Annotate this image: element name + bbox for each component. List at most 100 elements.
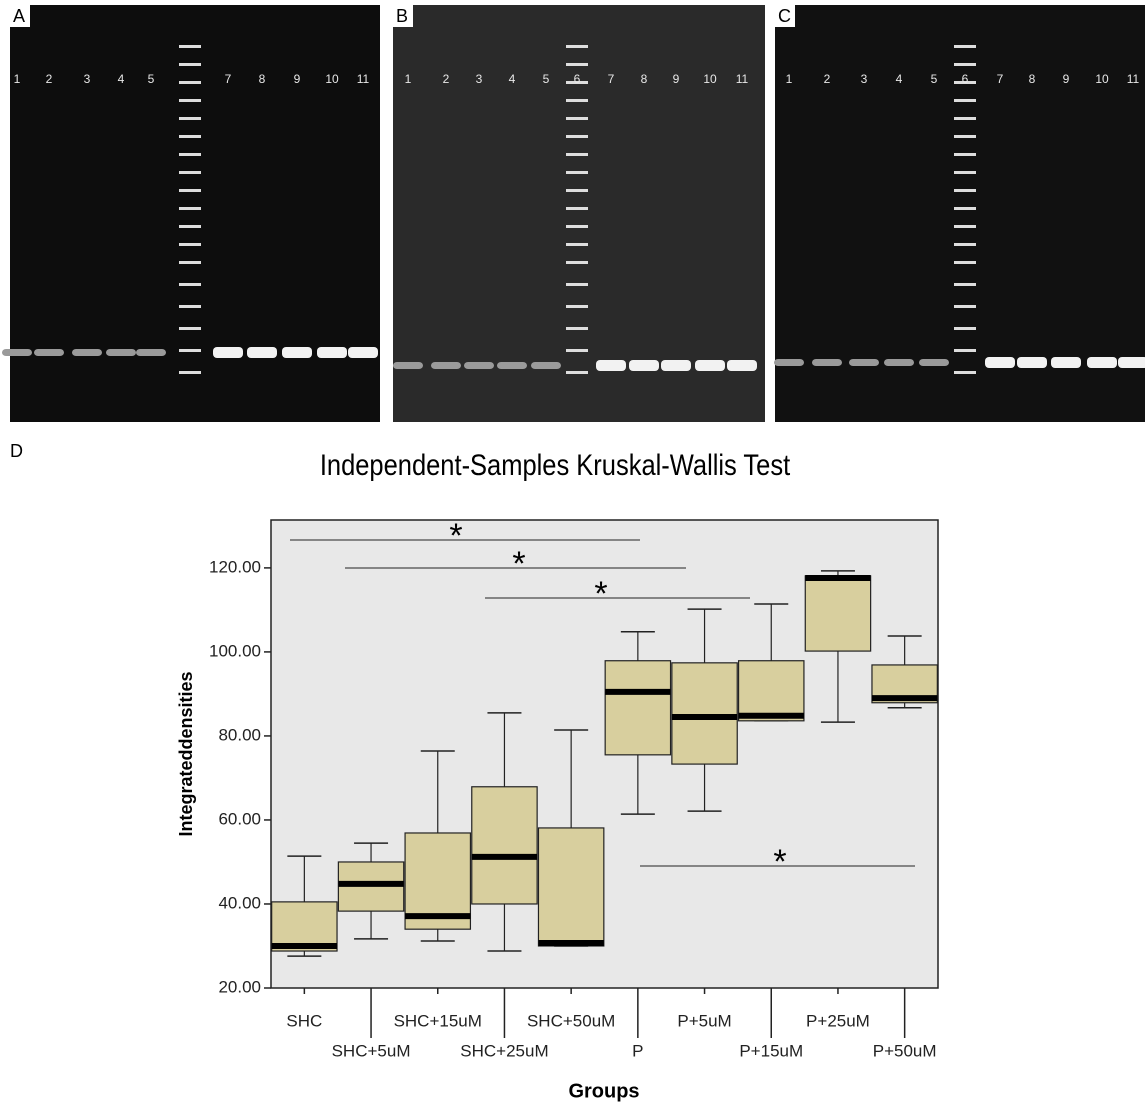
box <box>737 660 805 722</box>
ladder-band <box>954 371 976 374</box>
gel-band <box>849 359 879 366</box>
ladder-band <box>179 371 201 374</box>
gel-band <box>136 349 166 356</box>
ladder-band <box>954 261 976 264</box>
lane-label: 10 <box>325 72 339 86</box>
ladder-band <box>566 135 588 138</box>
ladder-band <box>179 189 201 192</box>
gel-band <box>317 347 347 358</box>
gel-band <box>919 359 949 366</box>
ladder-band <box>954 349 976 352</box>
ladder-band <box>566 243 588 246</box>
ladder-band <box>179 327 201 330</box>
y-tick-label: 20.00 <box>218 977 261 996</box>
gel-band <box>1051 357 1081 368</box>
ladder-band <box>954 135 976 138</box>
ladder-band <box>954 243 976 246</box>
lane-label: 5 <box>148 72 155 86</box>
gel-band <box>661 360 691 371</box>
lane-label: 5 <box>543 72 550 86</box>
gel-band <box>985 357 1015 368</box>
lane-label: 8 <box>641 72 648 86</box>
box <box>671 662 738 765</box>
lane-label: 5 <box>931 72 938 86</box>
ladder-band <box>179 305 201 308</box>
box <box>537 827 605 947</box>
ladder-band <box>179 45 201 48</box>
x-tick-label: P <box>632 1041 643 1060</box>
gel-band <box>727 360 757 371</box>
lane-label: 2 <box>824 72 831 86</box>
ladder-band <box>179 135 201 138</box>
ladder-band <box>566 189 588 192</box>
lane-label: 9 <box>673 72 680 86</box>
gel-band <box>531 362 561 369</box>
y-axis-label: Integrateddensities <box>176 671 196 836</box>
ladder-band <box>566 371 588 374</box>
lane-label: 11 <box>1127 72 1140 86</box>
ladder-band <box>566 171 588 174</box>
x-tick-label: P+50uM <box>873 1041 937 1060</box>
ladder-band <box>179 225 201 228</box>
ladder-band <box>954 283 976 286</box>
gel-band <box>348 347 378 358</box>
ladder-band <box>179 207 201 210</box>
significance-star: * <box>449 517 462 555</box>
panel-letter: A <box>13 6 25 26</box>
ladder-band <box>179 171 201 174</box>
lane-label: 3 <box>861 72 868 86</box>
ladder-band <box>566 81 588 84</box>
gel-band <box>72 349 102 356</box>
lane-label: 7 <box>997 72 1004 86</box>
y-tick-label: 40.00 <box>218 893 261 912</box>
ladder-band <box>954 45 976 48</box>
x-tick-label: P+15uM <box>739 1041 803 1060</box>
lane-label: 11 <box>736 72 749 86</box>
gel-band <box>431 362 461 369</box>
y-tick-label: 100.00 <box>209 641 261 660</box>
gel-band <box>596 360 626 371</box>
gel-band <box>393 362 423 369</box>
gel-band <box>1118 357 1145 368</box>
panel-letter: C <box>778 6 791 26</box>
lane-label: 11 <box>357 72 370 86</box>
ladder-band <box>566 45 588 48</box>
panel-letter-bg <box>393 5 413 27</box>
ladder-band <box>566 153 588 156</box>
ladder-band <box>566 349 588 352</box>
lane-label: 9 <box>294 72 301 86</box>
ladder-band <box>566 327 588 330</box>
y-tick-label: 120.00 <box>209 557 261 576</box>
ladder-band <box>954 327 976 330</box>
x-tick-label: SHC+15uM <box>394 1011 482 1030</box>
box <box>404 832 472 930</box>
ladder-band <box>179 243 201 246</box>
gel-band <box>34 349 64 356</box>
x-tick-label: SHC <box>286 1011 322 1030</box>
lane-label: 2 <box>46 72 53 86</box>
ladder-band <box>954 305 976 308</box>
ladder-band <box>179 349 201 352</box>
ladder-band <box>566 225 588 228</box>
ladder-band <box>566 207 588 210</box>
lane-label: 2 <box>443 72 450 86</box>
lane-label: 4 <box>509 72 516 86</box>
gel-band <box>213 347 243 358</box>
gel-image <box>775 5 1145 422</box>
ladder-band <box>566 305 588 308</box>
ladder-band <box>179 81 201 84</box>
x-tick-label: P+5uM <box>677 1011 731 1030</box>
gel-band <box>464 362 494 369</box>
lane-label: 8 <box>259 72 266 86</box>
gel-band <box>812 359 842 366</box>
lane-label: 6 <box>962 72 969 86</box>
ladder-band <box>566 99 588 102</box>
lane-label: 4 <box>896 72 903 86</box>
gel-image <box>393 5 765 422</box>
gel-band <box>695 360 725 371</box>
ladder-band <box>566 283 588 286</box>
lane-label: 10 <box>1095 72 1109 86</box>
gel-band <box>629 360 659 371</box>
box <box>471 786 538 905</box>
